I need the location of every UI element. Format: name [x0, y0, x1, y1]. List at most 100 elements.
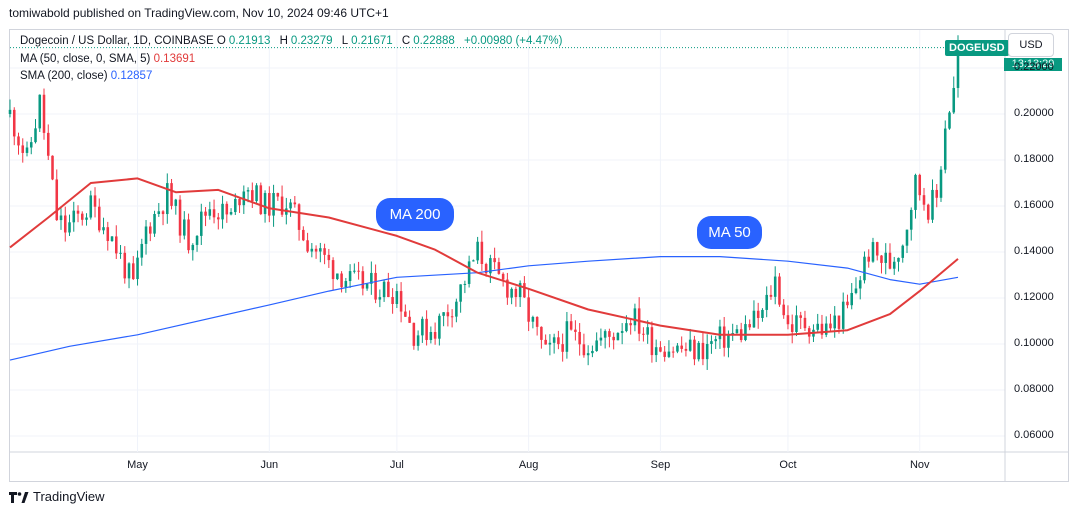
candle-body	[433, 332, 437, 339]
candle-body	[557, 337, 560, 345]
y-tick-label: 0.16000	[1014, 199, 1054, 211]
x-tick-label: Oct	[779, 459, 797, 471]
candle-body	[8, 109, 12, 114]
candle-body	[259, 185, 263, 215]
candle-body	[659, 347, 662, 352]
candle-body	[918, 174, 922, 196]
candle-body	[574, 329, 577, 332]
candle-body	[68, 222, 71, 233]
candle-body	[89, 195, 93, 218]
candle-body	[174, 199, 178, 206]
legend-ma50-row[interactable]: MA (50, close, 0, SMA, 5) 0.13691	[20, 53, 195, 65]
currency-button[interactable]: USD	[1008, 33, 1054, 57]
candle-body	[127, 263, 131, 279]
candle-body	[506, 279, 509, 298]
candle-body	[926, 204, 930, 220]
candle-body	[778, 276, 781, 305]
candle-body	[446, 312, 450, 317]
candle-body	[616, 332, 620, 341]
candle-body	[12, 109, 16, 137]
candle-body	[871, 242, 875, 262]
sma200-line	[9, 256, 959, 361]
candle-body	[914, 174, 917, 210]
candle-body	[195, 235, 199, 245]
candle-body	[786, 315, 790, 325]
brand-name: TradingView	[33, 489, 105, 504]
candle-body	[191, 244, 195, 251]
candle-body	[824, 323, 828, 335]
candle-body	[582, 344, 586, 356]
candle-body	[115, 236, 118, 254]
candle-body	[769, 294, 773, 297]
candle-body	[829, 323, 832, 329]
candle-body	[51, 155, 54, 180]
candle-body	[684, 348, 688, 351]
candle-body	[578, 331, 581, 345]
candle-body	[276, 193, 280, 197]
change-value: +0.00980 (+4.47%)	[463, 35, 563, 47]
candle-body	[591, 350, 594, 354]
candle-body	[922, 195, 926, 205]
candle-body	[319, 248, 322, 252]
candle-body	[480, 241, 484, 265]
candle-body	[429, 332, 433, 340]
candle-body	[225, 203, 229, 215]
candle-body	[21, 145, 25, 153]
candle-body	[157, 211, 161, 215]
candle-body	[722, 326, 726, 348]
candle-body	[221, 203, 224, 220]
candle-body	[612, 336, 615, 341]
candle-body	[863, 256, 866, 281]
candle-body	[132, 263, 135, 280]
candle-body	[697, 342, 700, 360]
symbol-title[interactable]: Dogecoin / US Dollar, 1D, COINBASE	[20, 35, 214, 47]
candle-body	[663, 351, 666, 357]
y-tick-label: 0.08000	[1014, 383, 1054, 395]
candle-body	[149, 226, 152, 234]
candle-body	[535, 316, 539, 327]
candle-body	[586, 353, 590, 356]
candle-body	[727, 335, 730, 348]
ma200-annotation: MA 200	[376, 198, 454, 231]
candle-body	[161, 211, 165, 215]
candle-body	[799, 315, 802, 318]
candle-body	[561, 344, 564, 352]
candle-body	[523, 283, 526, 298]
candle-body	[140, 243, 144, 258]
candle-body	[544, 339, 547, 345]
candle-body	[144, 226, 148, 244]
candle-body	[208, 209, 212, 216]
candle-body	[72, 210, 76, 223]
candle-body	[888, 252, 892, 269]
ma50-line	[9, 177, 959, 336]
candle-body	[493, 258, 496, 263]
y-tick-label: 0.12000	[1014, 291, 1054, 303]
y-tick-label: 0.22000	[1014, 61, 1054, 73]
candle-body	[484, 264, 488, 274]
candle-body	[374, 272, 377, 300]
candle-body	[463, 283, 467, 285]
sma200-value: 0.12857	[110, 70, 153, 82]
candle-body	[629, 323, 632, 326]
legend-sma200-row[interactable]: SMA (200, close) 0.12857	[20, 70, 152, 82]
candle-body	[280, 196, 284, 215]
candle-body	[357, 270, 360, 272]
candle-body	[229, 212, 233, 215]
candle-body	[200, 211, 203, 236]
candle-body	[387, 281, 390, 298]
low-label: L	[341, 35, 349, 47]
candle-body	[952, 87, 956, 113]
tradingview-footer[interactable]: TradingView	[9, 489, 105, 504]
candle-body	[527, 297, 530, 322]
candle-body	[97, 206, 101, 231]
candle-body	[438, 315, 441, 339]
candle-body	[310, 248, 314, 252]
candle-body	[391, 297, 394, 304]
candle-body	[29, 142, 33, 148]
candle-body	[289, 202, 292, 209]
candle-body	[365, 283, 369, 289]
candle-body	[217, 217, 220, 220]
candle-body	[773, 276, 777, 297]
open-value: 0.21913	[228, 35, 271, 47]
